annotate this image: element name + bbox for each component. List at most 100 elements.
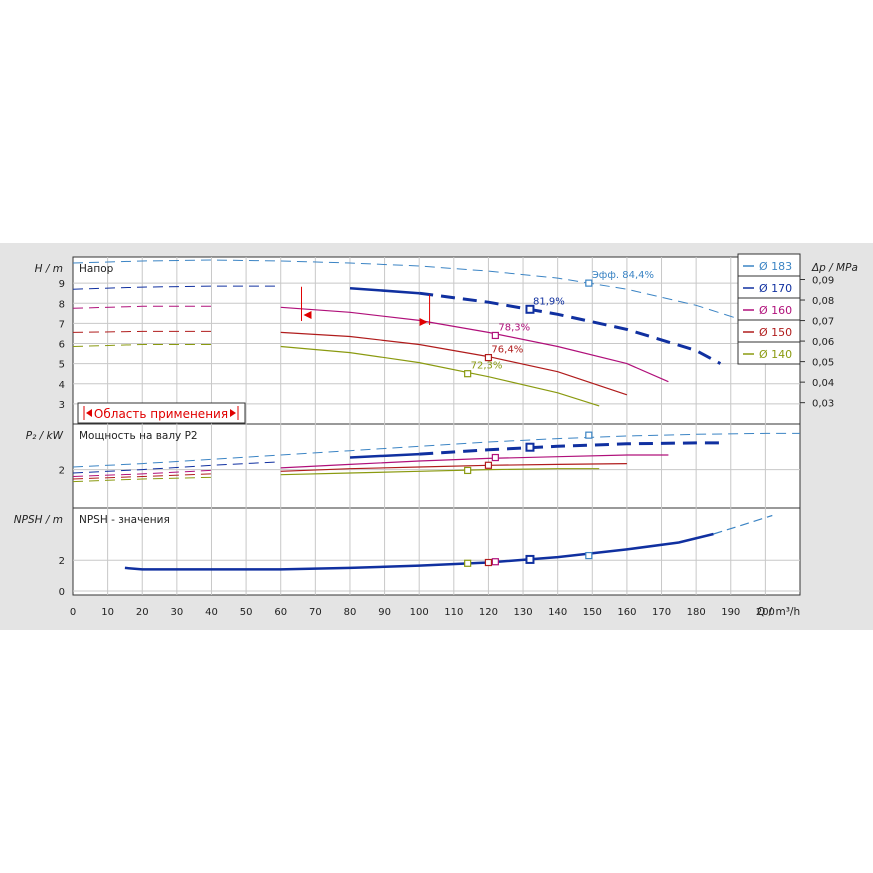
x-tick-label: 160 <box>617 607 636 618</box>
legend-label: Ø 170 <box>759 282 792 295</box>
power-curve-low <box>72 469 212 477</box>
secondary-tick-label: 0,04 <box>812 378 834 389</box>
efficiency-label: Эфф. 84,4% <box>592 270 654 281</box>
pump-curve-panel: 0 10 20 30 40 50 60 70 80 90 100 110 120 130 140 150 160… <box>0 243 873 630</box>
x-tick-label: 90 <box>378 607 391 618</box>
npsh-curve <box>713 514 773 535</box>
power-curve <box>280 454 669 469</box>
x-tick-label: 100 <box>410 607 429 618</box>
npsh-curve <box>124 532 714 571</box>
range-start-arrow <box>303 311 312 319</box>
x-tick-label: 110 <box>444 607 463 618</box>
operating-point-marker <box>491 558 499 566</box>
x-tick-label: 170 <box>652 607 671 618</box>
secondary-tick-label: 0,03 <box>812 399 834 410</box>
operating-point-marker <box>484 461 493 469</box>
power-curve <box>280 468 600 476</box>
range-box-left-arrow <box>86 409 92 417</box>
x-tick-label: 30 <box>170 607 183 618</box>
head-y-axis-label: H / m <box>35 263 63 275</box>
power-curve-low <box>72 473 212 480</box>
x-tick-label: 140 <box>548 607 567 618</box>
legend-label: Ø 183 <box>759 260 792 273</box>
y-tick-label: 8 <box>59 299 65 310</box>
power-curve-low <box>72 476 212 483</box>
x-tick-label: 20 <box>136 607 149 618</box>
y-tick-label: 2 <box>59 466 65 477</box>
legend-label: Ø 140 <box>759 348 792 361</box>
efficiency-label: 81,9% <box>533 296 565 307</box>
operating-point-marker <box>585 431 593 439</box>
y-tick-label: 4 <box>59 380 65 391</box>
power-y-axis-label: P₂ / kW <box>26 430 64 442</box>
efficiency-label: 76,4% <box>491 345 523 356</box>
range-end-arrow <box>419 318 428 326</box>
secondary-tick-label: 0,05 <box>812 358 834 369</box>
operating-point-marker <box>525 304 535 314</box>
efficiency-label: 78,3% <box>498 322 530 333</box>
x-tick-label: 0 <box>70 607 76 618</box>
y-tick-label: 5 <box>59 360 65 371</box>
y-tick-label: 7 <box>59 319 65 330</box>
operating-point-marker <box>585 279 593 287</box>
head-curve <box>280 306 669 383</box>
pump-curve-chart: 0 10 20 30 40 50 60 70 80 90 100 110 120 130 140 150 160… <box>14 253 858 618</box>
npsh-y-axis-label: NPSH / m <box>14 514 63 526</box>
operating-point-marker <box>585 551 593 560</box>
x-tick-label: 80 <box>344 607 357 618</box>
x-tick-label: 180 <box>687 607 706 618</box>
head-curve-low <box>72 305 212 309</box>
legend-label: Ø 160 <box>759 304 792 317</box>
x-tick-label: 40 <box>205 607 218 618</box>
operating-point-marker <box>484 558 493 567</box>
secondary-tick-label: 0,06 <box>812 337 834 348</box>
x-tick-label: 120 <box>479 607 498 618</box>
operating-point-marker <box>491 453 499 462</box>
x-tick-label: 130 <box>514 607 533 618</box>
x-tick-label: 60 <box>274 607 287 618</box>
head-curve-170-high <box>419 291 722 365</box>
y-tick-label: 2 <box>59 556 65 567</box>
head-curve <box>280 331 628 396</box>
head-curve-170-range <box>349 286 420 295</box>
operating-range-label: Область применения <box>94 407 228 421</box>
head-curve <box>280 345 600 407</box>
secondary-tick-label: 0,08 <box>812 296 834 307</box>
operating-point-marker <box>525 442 535 452</box>
range-box-right-arrow <box>230 409 236 417</box>
secondary-tick-label: 0,09 <box>812 276 834 287</box>
npsh-panel-title: NPSH - значения <box>79 514 170 526</box>
secondary-tick-label: 0,07 <box>812 317 834 328</box>
plot-area <box>72 256 801 596</box>
x-axis-label: Q / m³/h <box>757 606 800 618</box>
power-panel-title: Мощность на валу P2 <box>79 430 198 442</box>
operating-point-marker <box>491 331 499 340</box>
power-curve-170-high <box>419 441 721 456</box>
x-tick-label: 10 <box>101 607 114 618</box>
y-tick-label: 0 <box>59 587 65 598</box>
x-tick-label: 70 <box>309 607 322 618</box>
head-curve-low <box>72 344 212 347</box>
efficiency-label: 72,3% <box>471 361 503 372</box>
operating-point-marker <box>464 559 472 567</box>
legend-label: Ø 150 <box>759 326 792 339</box>
operating-range-box <box>77 402 246 424</box>
operating-point-marker <box>464 370 472 378</box>
legend-box <box>737 253 801 365</box>
operating-point-marker <box>484 353 493 362</box>
y-tick-label: 6 <box>59 340 65 351</box>
secondary-axis-label: Δp / MPa <box>811 262 858 274</box>
x-tick-label: 200 <box>756 607 775 618</box>
head-curve-low <box>72 330 212 333</box>
x-tick-label: 150 <box>583 607 602 618</box>
y-tick-label: 9 <box>59 279 65 290</box>
power-curve <box>280 463 627 472</box>
power-curve-170-low <box>72 461 281 474</box>
power-curve-170-range <box>349 452 420 459</box>
operating-point-marker <box>525 554 535 564</box>
head-panel-title: Напор <box>79 263 114 275</box>
head-curve-170-low <box>72 285 281 290</box>
x-tick-label: 50 <box>240 607 253 618</box>
operating-point-marker <box>464 466 472 475</box>
x-tick-label: 190 <box>721 607 740 618</box>
